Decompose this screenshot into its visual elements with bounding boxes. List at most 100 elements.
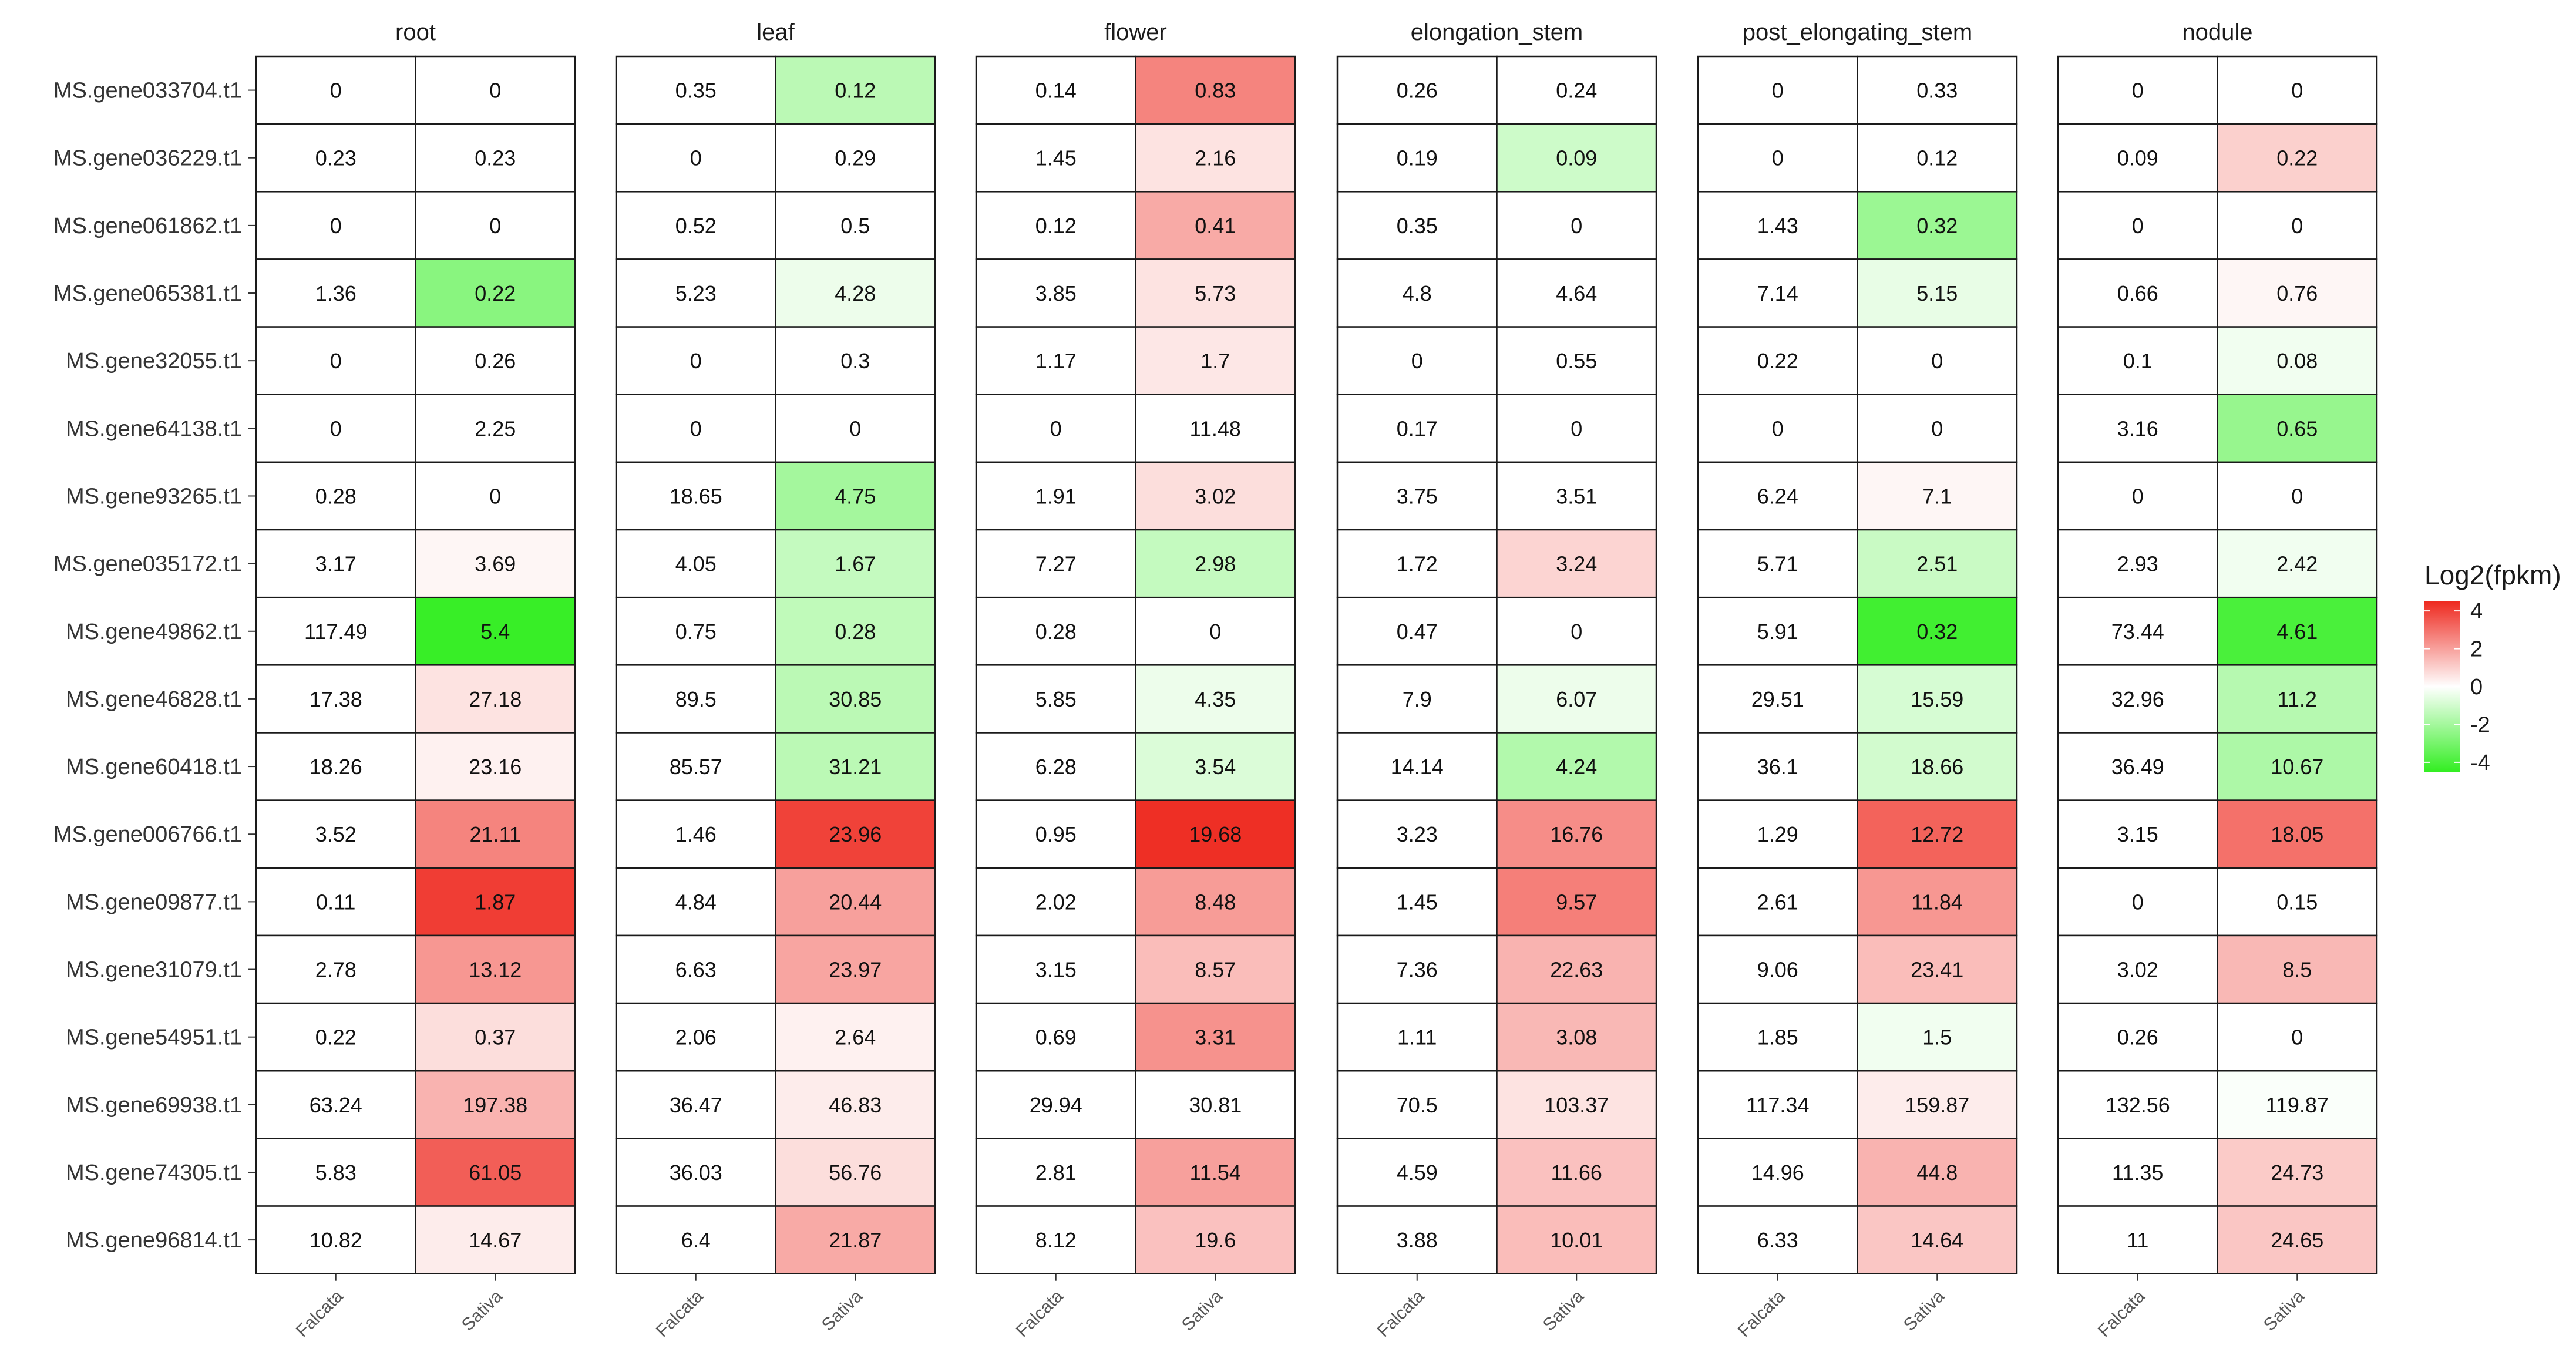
heatmap-cell (415, 1205, 576, 1274)
cell-value-label: 0.12 (1916, 146, 1958, 170)
gene-label: MS.gene49862.t1 (66, 620, 242, 644)
heatmap-cell (1135, 123, 1296, 193)
cell-value-label: 30.81 (1189, 1093, 1242, 1117)
cell-value-label: 85.57 (670, 755, 722, 779)
heatmap-cell (1336, 461, 1498, 531)
heatmap-cell (2217, 596, 2378, 666)
cell-value-label: 0 (330, 416, 342, 440)
heatmap-cell (1135, 1002, 1296, 1072)
cell-value-label: 0 (330, 214, 342, 238)
heatmap-cell (1857, 123, 2018, 193)
heatmap-cell (415, 529, 576, 598)
cell-value-label: 0 (1931, 416, 1943, 440)
heatmap-cell (615, 1002, 776, 1072)
cell-value-label: 2.64 (835, 1025, 876, 1050)
cell-value-label: 0 (690, 146, 702, 170)
heatmap-cell (775, 55, 936, 125)
cell-value-label: 1.43 (1757, 214, 1798, 238)
heatmap-cell (1857, 934, 2018, 1004)
heatmap-cell (1496, 732, 1657, 801)
heatmap-cell (2217, 123, 2378, 193)
x-tick-label: Falcata (653, 1286, 707, 1341)
heatmap-cell (1857, 529, 2018, 598)
cell-value-label: 2.61 (1757, 890, 1798, 914)
panel-title: leaf (756, 19, 795, 45)
heatmap-cell (1496, 1002, 1657, 1072)
cell-value-label: 36.49 (2111, 755, 2164, 779)
cell-value-label: 2.51 (1916, 552, 1958, 576)
cell-value-label: 0.12 (835, 79, 876, 103)
cell-value-label: 29.51 (1751, 687, 1804, 711)
heatmap-cell (2217, 934, 2378, 1004)
heatmap-cell (1135, 1138, 1296, 1207)
cell-value-label: 0.17 (1397, 416, 1438, 440)
cell-value-label: 11 (2127, 1228, 2148, 1252)
heatmap-cell (255, 1070, 416, 1139)
cell-value-label: 3.54 (1195, 755, 1236, 779)
cell-value-label: 14.64 (1911, 1228, 1963, 1252)
heatmap-cell (255, 529, 416, 598)
cell-value-label: 0 (1209, 620, 1221, 644)
cell-value-label: 5.23 (675, 281, 717, 305)
heatmap-cell (415, 326, 576, 395)
heatmap-cell (1496, 394, 1657, 463)
cell-value-label: 3.31 (1195, 1025, 1236, 1050)
cell-value-label: 0.47 (1397, 620, 1438, 644)
cell-value-label: 2.93 (2117, 552, 2158, 576)
cell-value-label: 0.1 (2123, 349, 2153, 373)
cell-value-label: 21.11 (470, 822, 521, 846)
heatmap-cell (2057, 867, 2218, 937)
cell-value-label: 3.17 (315, 552, 357, 576)
heatmap-cell (1336, 326, 1498, 395)
cell-value-label: 11.54 (1190, 1161, 1241, 1185)
cell-value-label: 0.33 (1916, 79, 1958, 103)
cell-value-label: 0 (2132, 890, 2144, 914)
cell-value-label: 159.87 (1905, 1093, 1969, 1117)
cell-value-label: 0.69 (1035, 1025, 1077, 1050)
cell-value-label: 0.5 (840, 214, 870, 238)
cell-value-label: 0.26 (2117, 1025, 2158, 1050)
heatmap-cell (1336, 1205, 1498, 1274)
heatmap-cell (1135, 867, 1296, 937)
cell-value-label: 19.6 (1195, 1228, 1236, 1252)
cell-value-label: 0.32 (1916, 214, 1958, 238)
heatmap-cell (775, 1070, 936, 1139)
heatmap-cell (1697, 191, 1858, 260)
heatmap-cell (415, 1138, 576, 1207)
panel-title: elongation_stem (1411, 19, 1583, 45)
cell-value-label: 5.73 (1195, 281, 1236, 305)
cell-value-label: 1.36 (315, 281, 357, 305)
heatmap-cell (1857, 732, 2018, 801)
heatmap-cell (2057, 258, 2218, 328)
heatmap-cell (975, 1138, 1136, 1207)
heatmap-cell (2217, 1070, 2378, 1139)
cell-value-label: 4.28 (835, 281, 876, 305)
heatmap-cell (975, 596, 1136, 666)
x-tick-label: Sativa (1178, 1286, 1227, 1335)
heatmap-cell (1857, 1070, 2018, 1139)
legend-tick-label: -4 (2470, 751, 2490, 775)
cell-value-label: 0 (849, 416, 861, 440)
cell-value-label: 13.12 (469, 958, 522, 982)
heatmap-cell (975, 732, 1136, 801)
cell-value-label: 0 (489, 79, 501, 103)
heatmap-cell (1857, 394, 2018, 463)
x-tick-label: Sativa (458, 1286, 507, 1335)
cell-value-label: 3.16 (2117, 416, 2158, 440)
heatmap-cell (255, 596, 416, 666)
heatmap-cell (2217, 1002, 2378, 1072)
cell-value-label: 0.08 (2276, 349, 2318, 373)
cell-value-label: 0.32 (1916, 620, 1958, 644)
heatmap-cell (1336, 664, 1498, 734)
heatmap-cell (1697, 1002, 1858, 1072)
heatmap-cell (1135, 191, 1296, 260)
cell-value-label: 1.72 (1397, 552, 1438, 576)
x-tick-label: Sativa (818, 1286, 867, 1335)
cell-value-label: 11.84 (1912, 890, 1963, 914)
cell-value-label: 0 (2291, 79, 2303, 103)
cell-value-label: 2.02 (1035, 890, 1077, 914)
cell-value-label: 0 (2291, 484, 2303, 508)
cell-value-label: 6.63 (675, 958, 717, 982)
cell-value-label: 1.17 (1035, 349, 1077, 373)
cell-value-label: 0.28 (1035, 620, 1077, 644)
